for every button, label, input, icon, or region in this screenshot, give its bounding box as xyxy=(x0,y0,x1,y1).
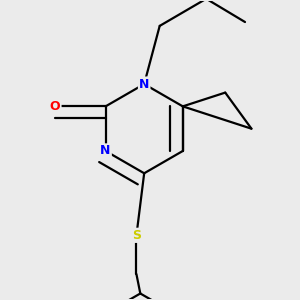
Text: S: S xyxy=(132,229,141,242)
Text: N: N xyxy=(100,145,111,158)
Text: N: N xyxy=(139,78,149,91)
Text: O: O xyxy=(50,100,61,113)
